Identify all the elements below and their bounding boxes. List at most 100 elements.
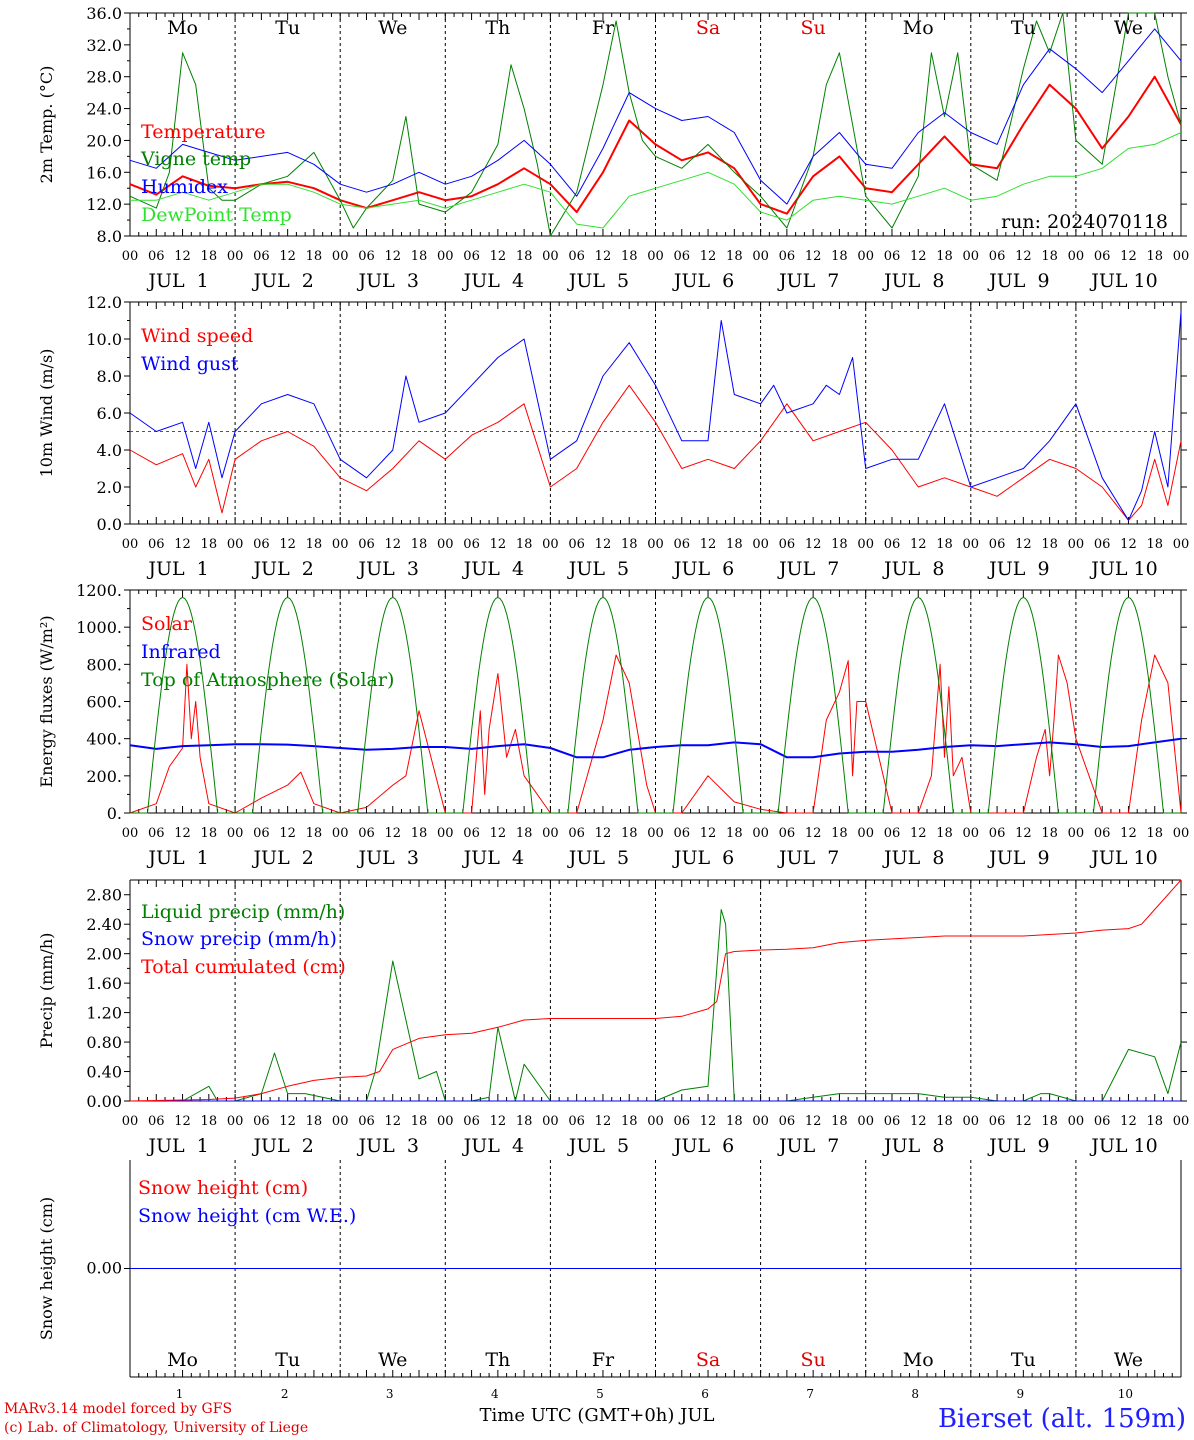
hour-tick-label: 00: [857, 249, 874, 264]
hour-tick-label: 18: [516, 1114, 533, 1129]
y-tick-label: 16.0: [86, 163, 122, 182]
day-number-label: 7: [806, 1387, 814, 1401]
hour-tick-label: 12: [700, 249, 717, 264]
hour-tick-label: 12: [384, 249, 401, 264]
footer-model: MARv3.14 model forced by GFS: [4, 1401, 233, 1417]
hour-tick-label: 06: [568, 826, 585, 841]
hour-tick-label: 12: [384, 537, 401, 552]
hour-tick-label: 00: [227, 1114, 244, 1129]
hour-tick-label: 00: [647, 1114, 664, 1129]
day-name-label: Sa: [696, 17, 720, 39]
y-tick-label: 0.00: [86, 1259, 122, 1278]
hour-tick-label: 00: [122, 1114, 139, 1129]
hour-tick-label: 00: [752, 249, 769, 264]
day-name-label: Fr: [592, 17, 615, 39]
series-line-wind-gust: [129, 311, 1182, 521]
hour-tick-label: 18: [936, 1114, 953, 1129]
y-tick-label: 10.0: [86, 330, 122, 349]
hour-tick-label: 12: [910, 826, 927, 841]
day-number-label: 2: [281, 1387, 289, 1401]
date-label: JUL 10: [1089, 1135, 1157, 1157]
hour-tick-label: 12: [595, 537, 612, 552]
hour-tick-label: 06: [989, 249, 1006, 264]
hour-tick-label: 12: [279, 1114, 296, 1129]
hour-tick-label: 00: [332, 537, 349, 552]
y-axis-label: Precip (mm/h): [37, 933, 56, 1049]
hour-tick-label: 06: [989, 1114, 1006, 1129]
legend-entry: Top of Atmosphere (Solar): [141, 669, 394, 691]
date-label: JUL 8: [882, 1135, 944, 1157]
date-label: JUL 6: [672, 558, 734, 580]
hour-tick-label: 06: [148, 537, 165, 552]
hour-tick-label: 12: [1120, 1114, 1137, 1129]
hour-tick-label: 12: [910, 249, 927, 264]
hour-tick-label: 06: [1094, 537, 1111, 552]
hour-tick-label: 06: [358, 826, 375, 841]
hour-tick-label: 00: [857, 1114, 874, 1129]
hour-tick-label: 00: [437, 249, 454, 264]
hour-tick-label: 12: [490, 1114, 507, 1129]
hour-tick-label: 06: [463, 249, 480, 264]
hour-tick-label: 00: [963, 1114, 980, 1129]
day-name-label: Mo: [903, 17, 934, 39]
legend-entry: DewPoint Temp: [141, 204, 292, 226]
hour-tick-label: 18: [411, 1114, 428, 1129]
y-tick-label: 600.: [86, 693, 122, 712]
day-name-label: Tu: [275, 17, 300, 39]
y-tick-label: 400.: [86, 730, 122, 749]
hour-tick-label: 00: [1173, 537, 1190, 552]
y-tick-label: 6.0: [97, 404, 122, 423]
hour-tick-label: 18: [411, 826, 428, 841]
hour-tick-label: 18: [1146, 249, 1163, 264]
hour-tick-label: 18: [411, 249, 428, 264]
legend-entry: Wind speed: [141, 325, 253, 347]
day-name-label: Su: [801, 1349, 826, 1371]
series-line-total-cumulated-cm-: [129, 879, 1182, 1102]
series-line-vigne-temp: [129, 12, 1182, 237]
date-label: JUL 8: [882, 558, 944, 580]
day-name-label: We: [1114, 1349, 1143, 1371]
hour-tick-label: 12: [490, 249, 507, 264]
day-name-label: Mo: [167, 1349, 198, 1371]
legend-entry: Wind gust: [141, 353, 239, 375]
hour-tick-label: 12: [384, 826, 401, 841]
panel-flux: [124, 589, 1187, 814]
y-tick-label: 2.00: [86, 945, 122, 964]
date-label: JUL 7: [777, 1135, 839, 1157]
hour-tick-label: 12: [805, 537, 822, 552]
date-label: JUL 4: [462, 1135, 524, 1157]
hour-tick-label: 18: [516, 826, 533, 841]
hour-tick-label: 12: [279, 537, 296, 552]
date-label: JUL 6: [672, 847, 734, 869]
hour-tick-label: 06: [253, 537, 270, 552]
y-tick-label: 8.0: [97, 227, 122, 246]
y-tick-label: 800.: [86, 655, 122, 674]
y-tick-label: 32.0: [86, 36, 122, 55]
hour-tick-label: 18: [1041, 249, 1058, 264]
hour-tick-label: 00: [752, 826, 769, 841]
hour-tick-label: 06: [463, 537, 480, 552]
hour-tick-label: 12: [1015, 249, 1032, 264]
hour-tick-label: 06: [568, 249, 585, 264]
hour-tick-label: 12: [700, 537, 717, 552]
hour-tick-label: 18: [1146, 826, 1163, 841]
date-label: JUL 10: [1089, 270, 1157, 292]
hour-tick-label: 12: [910, 1114, 927, 1129]
hour-tick-label: 00: [752, 1114, 769, 1129]
hour-tick-label: 00: [122, 537, 139, 552]
y-tick-label: 1200.: [76, 581, 122, 600]
hour-tick-label: 06: [779, 1114, 796, 1129]
hour-tick-label: 18: [516, 249, 533, 264]
date-label: JUL 5: [567, 1135, 629, 1157]
hour-tick-label: 00: [647, 537, 664, 552]
legend-entry: Temperature: [141, 121, 265, 143]
hour-tick-label: 18: [306, 537, 323, 552]
day-name-label: We: [378, 17, 407, 39]
hour-tick-label: 06: [779, 826, 796, 841]
date-label: JUL 3: [357, 558, 419, 580]
hour-tick-label: 18: [726, 826, 743, 841]
hour-tick-label: 06: [463, 1114, 480, 1129]
hour-tick-label: 06: [989, 826, 1006, 841]
hour-tick-label: 00: [332, 826, 349, 841]
hour-tick-label: 00: [1173, 826, 1190, 841]
